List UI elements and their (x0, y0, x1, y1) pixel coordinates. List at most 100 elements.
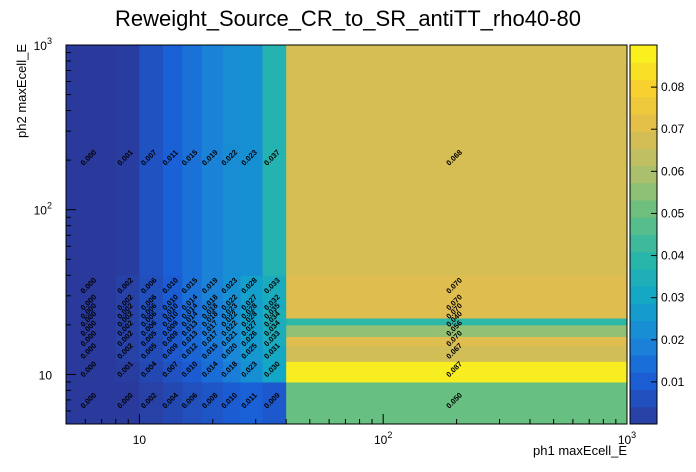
colorbar-segment (630, 320, 657, 339)
heatmap-cell (139, 345, 164, 362)
colorbar-segment (630, 217, 657, 235)
heatmap-cell (201, 336, 224, 346)
heatmap-cell (182, 324, 203, 337)
heatmap-cell (139, 381, 164, 425)
heatmap-cell (262, 300, 287, 310)
heatmap-cell (240, 361, 264, 383)
x-tick-label: 10 (133, 433, 147, 447)
colorbar-tick-label: 0.03 (661, 291, 685, 305)
heatmap-cell (115, 361, 140, 383)
heatmap-cell (222, 300, 242, 310)
colorbar-segment (630, 337, 657, 356)
heatmap-cell (262, 275, 287, 302)
heatmap-cell (182, 361, 203, 383)
heatmap-cell (66, 324, 117, 337)
heatmap-cell (240, 336, 264, 346)
heatmap-cell (139, 318, 164, 326)
heatmap-cell (182, 300, 203, 310)
colorbar-tick-label: 0.06 (661, 164, 685, 178)
heatmap-cell (240, 275, 264, 302)
heatmap-cell (163, 381, 183, 425)
heatmap-cell (115, 336, 140, 346)
heatmap-cell (163, 318, 183, 326)
heatmap-cell (222, 324, 242, 337)
heatmap-cell (115, 345, 140, 362)
heatmap-cell (115, 324, 140, 337)
heatmap-cell (222, 308, 242, 319)
heatmap-cell (66, 345, 117, 362)
heatmap-cell (262, 308, 287, 319)
heatmap-cell (201, 361, 224, 383)
heatmap-cell (240, 324, 264, 337)
heatmap-cell (201, 345, 224, 362)
heatmap-cell (286, 361, 628, 383)
heatmap-cell (163, 275, 183, 302)
heatmap-cell (262, 336, 287, 346)
colorbar-tick-label: 0.05 (661, 206, 685, 220)
heatmap-cell (182, 308, 203, 319)
colorbar-segment (630, 251, 657, 270)
heatmap-cell (66, 336, 117, 346)
heatmap-cell (163, 300, 183, 310)
colorbar-segment (630, 268, 657, 287)
y-tick-label: 103 (34, 36, 52, 53)
heatmap-cell (139, 300, 164, 310)
heatmap-cell (201, 381, 224, 425)
heatmap-cell (286, 300, 628, 310)
heatmap-cell (115, 308, 140, 319)
colorbar-segment (630, 372, 657, 391)
heatmap-cell (286, 345, 628, 362)
heatmap-cell (66, 361, 117, 383)
heatmap-cell (222, 381, 242, 425)
heatmap-cell (66, 275, 117, 302)
colorbar-segment (630, 165, 657, 184)
heatmap-cell (286, 308, 628, 319)
heatmap-cell (222, 361, 242, 383)
heatmap-cell (262, 318, 287, 326)
heatmap-cell (115, 300, 140, 310)
heatmap-cell (262, 381, 287, 425)
heatmap-cell (139, 275, 164, 302)
heatmap-cell (115, 381, 140, 425)
heatmap-cell (240, 345, 264, 362)
heatmap-cell (222, 336, 242, 346)
colorbar-tick-label: 0.01 (661, 375, 685, 389)
heatmap-cell (240, 308, 264, 319)
colorbar-segment (630, 131, 657, 149)
heatmap-cell (66, 300, 117, 310)
colorbar-tick-label: 0.04 (661, 249, 685, 263)
heatmap-cell (222, 345, 242, 362)
heatmap-cell (163, 345, 183, 362)
heatmap-cell (222, 45, 242, 276)
colorbar-segment (630, 148, 657, 167)
heatmap-cell (139, 45, 164, 276)
heatmap-cell (240, 300, 264, 310)
heatmap-cell (115, 275, 140, 302)
colorbar-segment (630, 62, 657, 80)
heatmap-cell (286, 381, 628, 425)
heatmap-cell (139, 308, 164, 319)
y-tick-label: 102 (34, 201, 52, 218)
heatmap-cell (262, 324, 287, 337)
heatmap-cell (262, 345, 287, 362)
colorbar-frame (629, 44, 658, 425)
heatmap-cell (163, 324, 183, 337)
heatmap-cell (66, 381, 117, 425)
colorbar-tick-label: 0.08 (661, 80, 685, 94)
colorbar-segment (630, 45, 657, 63)
heatmap-cell (201, 275, 224, 302)
heatmap-cell (286, 45, 628, 276)
heatmap-cell (182, 45, 203, 276)
heatmap-cell (286, 318, 628, 326)
colorbar-segment (630, 355, 657, 373)
colorbar: 0.01 0.02 0.03 0.04 0.05 0.06 0.07 0.08 (629, 44, 685, 425)
heatmap-cell (201, 308, 224, 319)
colorbar-segment (630, 200, 657, 218)
heatmap-cell (201, 318, 224, 326)
heatmap-cell (182, 318, 203, 326)
heatmap-cell (139, 324, 164, 337)
colorbar-segment (630, 303, 657, 322)
colorbar-tick-label: 0.07 (661, 122, 685, 136)
heatmap-cell (163, 308, 183, 319)
